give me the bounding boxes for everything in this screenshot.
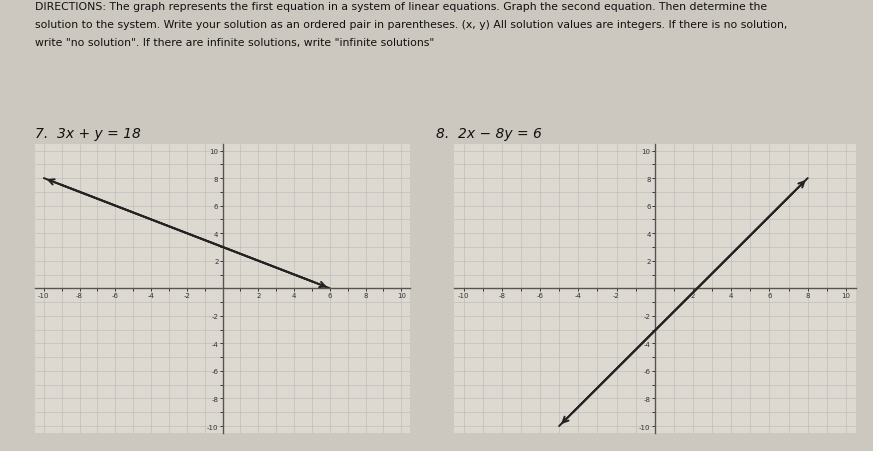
Text: 8.  2x − 8y = 6: 8. 2x − 8y = 6 (436, 126, 542, 140)
Text: solution to the system. Write your solution as an ordered pair in parentheses. (: solution to the system. Write your solut… (35, 20, 787, 30)
Text: write "no solution". If there are infinite solutions, write "infinite solutions": write "no solution". If there are infini… (35, 38, 434, 48)
Text: DIRECTIONS: The graph represents the first equation in a system of linear equati: DIRECTIONS: The graph represents the fir… (35, 2, 767, 12)
Text: 7.  3x + y = 18: 7. 3x + y = 18 (35, 126, 141, 140)
